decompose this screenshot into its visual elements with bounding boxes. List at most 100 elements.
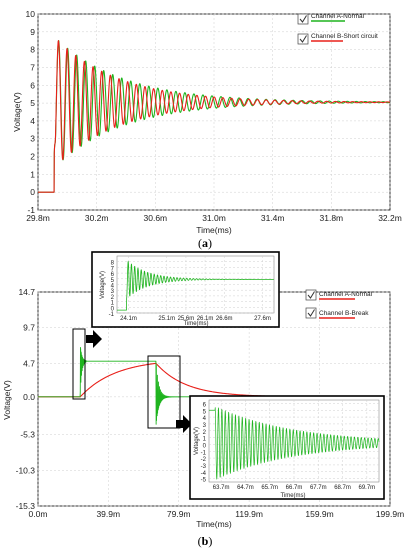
- inset-2-y-tick-label: 5: [203, 409, 207, 415]
- chart-a-y-tick-label: 2: [30, 152, 35, 162]
- legend-checkbox-b2[interactable]: [305, 307, 317, 319]
- chart-b-y-tick-label: -15.3: [16, 501, 36, 511]
- legend-label-a2: Channel B-Short circuit: [311, 33, 378, 40]
- legend-checkbox-b1[interactable]: [305, 289, 317, 301]
- inset-2-x-tick-label: 68.7m: [334, 485, 351, 491]
- chart-a-legend: Channel A-Normal Channel B-Short circuit: [297, 13, 378, 45]
- inset-1-y-tick-label: 0: [111, 306, 115, 312]
- inset-1-x-ticks: 24.1m 25.1m 25.6m 26.1m 26.6m 27.6m: [120, 316, 271, 322]
- inset-1-y-tick-label: 5: [111, 278, 115, 284]
- arrow-right-icon: [86, 330, 102, 348]
- legend-checkbox-a2[interactable]: [297, 33, 309, 45]
- chart-b-y-tick-label: -10.3: [16, 465, 36, 475]
- inset-2-y-tick-label: 2: [203, 430, 207, 436]
- chart-b-y-tick-label: 14.7: [18, 287, 35, 297]
- inset-1-x-tick-label: 25.1m: [158, 316, 175, 322]
- chart-a-y-tick-label: 10: [26, 9, 36, 19]
- inset-1-x-tick-label: 25.6m: [178, 316, 195, 322]
- chart-b-y-tick-label: 0.0: [23, 392, 35, 402]
- legend-label-b1: Channel A-Normal: [319, 291, 373, 298]
- chart-a-x-tick-label: 31.4m: [261, 213, 285, 223]
- chart-a-series-2-line: [37, 40, 391, 193]
- chart-a-x-ticks: 29.8m 30.2m 30.6m 31.0m 31.4m 31.8m 32.2m: [26, 213, 402, 223]
- chart-a-y-tick-label: 9: [30, 27, 35, 37]
- chart-a-x-tick-label: 31.0m: [202, 213, 226, 223]
- inset-1-y-tick-label: -1: [109, 312, 115, 318]
- chart-a-y-tick-label: 8: [30, 45, 35, 55]
- chart-a-x-tick-label: 30.6m: [144, 213, 168, 223]
- chart-a-y-tick-label: 0: [30, 187, 35, 197]
- inset-2-y-tick-label: -4: [201, 471, 207, 477]
- inset-1-ylabel: Voltage(V): [100, 271, 106, 299]
- inset-2-x-tick-label: 66.7m: [286, 485, 303, 491]
- inset-2-y-tick-label: 1: [203, 437, 207, 443]
- inset-1-y-tick-label: 8: [111, 261, 115, 267]
- chart-b-x-tick-label: 79.9m: [167, 509, 191, 519]
- chart-b-x-tick-label: 119.9m: [235, 509, 263, 519]
- inset-1-y-tick-label: 3: [111, 289, 115, 295]
- chart-a-y-tick-label: 4: [30, 116, 35, 126]
- chart-a-xlabel: Time(ms): [196, 225, 232, 235]
- chart-a-ylabel: Voltage(V): [12, 92, 22, 132]
- chart-a-x-tick-label: 32.2m: [378, 213, 402, 223]
- check-icon: [299, 35, 307, 43]
- chart-b-xlabel: Time(ms): [196, 519, 232, 529]
- legend-label-a1: Channel A-Normal: [311, 13, 365, 20]
- inset-1-y-tick-label: 2: [111, 295, 115, 301]
- inset-2-xlabel: Time(ms): [280, 493, 305, 499]
- chart-b-x-tick-label: 0.0m: [29, 509, 48, 519]
- inset-1-y-tick-label: 6: [111, 272, 115, 278]
- zoom-box-1: [72, 328, 86, 400]
- chart-b-x-tick-label: 159.9m: [305, 509, 333, 519]
- check-icon: [307, 309, 315, 317]
- inset-2-x-tick-label: 65.7m: [261, 485, 278, 491]
- inset-2-y-tick-label: -5: [201, 478, 207, 484]
- chart-a-y-tick-label: 1: [30, 169, 35, 179]
- chart-a-y-tick-label: 3: [30, 134, 35, 144]
- chart-a: -1 0 1 2 3 4 5 6 7 8 9 10 29.8m 30.2m 30.6m 31.0m 31.4m…: [12, 9, 402, 250]
- chart-a-x-tick-label: 31.8m: [320, 213, 344, 223]
- chart-b-x-tick-label: 199.9m: [376, 509, 404, 519]
- inset-2-x-ticks: 63.7m 64.7m 65.7m 66.7m 67.7m 68.7m 69.7m: [213, 485, 375, 491]
- chart-b-y-tick-label: 9.7: [23, 323, 35, 333]
- check-icon: [307, 291, 315, 299]
- inset-2-y-tick-label: 0: [203, 443, 207, 449]
- chart-a-y-tick-label: 6: [30, 80, 35, 90]
- chart-b-x-ticks: 0.0m 39.9m 79.9m 119.9m 159.9m 199.9m: [29, 509, 405, 519]
- inset-1-x-tick-label: 24.1m: [120, 316, 137, 322]
- inset-2-series: [208, 407, 380, 480]
- inset-1-x-tick-label: 26.6m: [216, 316, 233, 322]
- legend-checkbox-a1[interactable]: [297, 13, 309, 25]
- inset-1-series-line: [116, 261, 275, 311]
- inset-2-ylabel: Voltage(V): [194, 427, 200, 455]
- chart-b-x-tick-label: 39.9m: [96, 509, 120, 519]
- chart-b-legend: Channel A-Normal Channel B-Break: [305, 289, 373, 319]
- chart-b-ylabel: Voltage(V): [2, 380, 12, 420]
- inset-2-y-tick-label: 6: [203, 402, 207, 408]
- inset-2-x-tick-label: 69.7m: [359, 485, 376, 491]
- inset-1-xlabel: Time(ms): [183, 321, 208, 327]
- caption-a: (a): [198, 236, 212, 250]
- arrow-right-icon: [176, 415, 192, 433]
- inset-1-x-tick-label: 26.1m: [197, 316, 214, 322]
- inset-2-y-tick-label: -3: [201, 464, 207, 470]
- chart-b-y-ticks: 14.7 9.7 4.7 0.0 -5.3 -10.3 -15.3: [16, 287, 36, 511]
- inset-1-series: [116, 261, 275, 311]
- inset-2-y-tick-label: -2: [201, 457, 207, 463]
- inset-2-series-line: [208, 407, 380, 480]
- inset-2-x-tick-label: 63.7m: [213, 485, 230, 491]
- chart-b-y-tick-label: 4.7: [23, 358, 35, 368]
- inset-2-y-tick-label: 3: [203, 423, 207, 429]
- chart-a-y-tick-label: 7: [30, 62, 35, 72]
- chart-a-x-tick-label: 30.2m: [85, 213, 109, 223]
- inset-1-x-tick-label: 27.6m: [254, 316, 271, 322]
- inset-1-y-tick-label: 7: [111, 266, 115, 272]
- check-icon: [299, 15, 307, 23]
- inset-1-y-tick-label: 4: [111, 284, 115, 290]
- chart-a-y-tick-label: -1: [27, 205, 35, 215]
- chart-b: 14.7 9.7 4.7 0.0 -5.3 -10.3 -15.3 0.0m 39.9m 79.…: [2, 251, 405, 548]
